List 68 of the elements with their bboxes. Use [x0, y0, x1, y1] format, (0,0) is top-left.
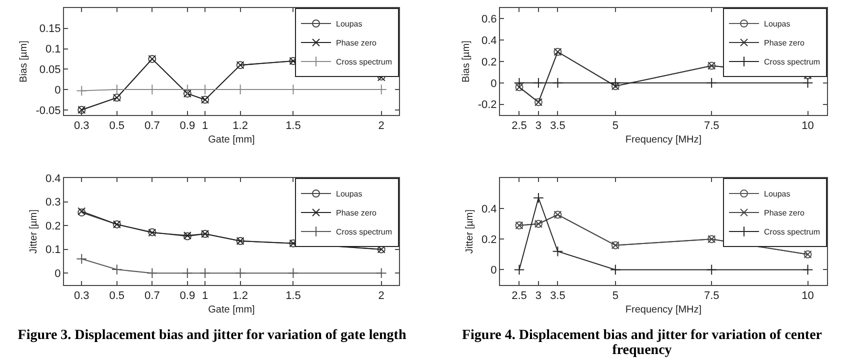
- x-tick-label: 7.5: [704, 120, 720, 132]
- x-tick-label: 3: [535, 120, 542, 132]
- x-axis-title: Gate [mm]: [208, 304, 256, 316]
- y-tick-label: 0.1: [46, 244, 61, 256]
- x-tick-label: 2: [378, 120, 384, 132]
- x-tick-label: 7.5: [704, 290, 720, 302]
- legend-label: Loupas: [336, 190, 362, 199]
- legend-label: Loupas: [336, 20, 362, 29]
- x-tick-label: 0.3: [74, 290, 90, 302]
- legend-label: Cross spectrum: [336, 58, 392, 67]
- caption: Figure 3. Displacement bias and jitter for variation of gate length: [16, 328, 408, 343]
- x-tick-label: 1.2: [232, 120, 248, 132]
- y-axis-title: Bias [µm]: [18, 40, 30, 82]
- x-tick-label: 10: [802, 120, 814, 132]
- legend-label: Loupas: [764, 20, 790, 29]
- x-tick-label: 2.5: [512, 290, 527, 302]
- x-tick-label: 10: [802, 290, 814, 302]
- legend-label: Cross spectrum: [764, 58, 820, 67]
- legend-label: Phase zero: [336, 208, 378, 218]
- x-tick-label: 0.7: [144, 120, 160, 132]
- x-axis-title: Gate [mm]: [208, 134, 256, 146]
- x-axis-title: Frequency [MHz]: [625, 304, 702, 316]
- legend-label: Phase zero: [764, 208, 806, 218]
- x-tick-label: 3: [535, 290, 542, 302]
- x-tick-label: 3.5: [550, 290, 566, 302]
- y-tick-label: 0: [54, 84, 61, 96]
- y-axis-title: Jitter [µm]: [28, 209, 40, 254]
- y-tick-label: -0.05: [36, 104, 61, 117]
- x-tick-label: 1.5: [286, 290, 301, 302]
- legend-label: Loupas: [764, 190, 790, 199]
- x-tick-label: 0.7: [144, 290, 160, 302]
- x-tick-label: 0.5: [109, 120, 125, 132]
- x-tick-label: 0.3: [74, 120, 90, 132]
- legend-label: Cross spectrum: [336, 228, 392, 237]
- y-tick-label: 0.4: [46, 172, 61, 185]
- y-tick-label: 0.2: [46, 220, 61, 232]
- legend-label: Cross spectrum: [764, 228, 820, 237]
- x-tick-label: 5: [612, 120, 618, 132]
- x-tick-label: 0.9: [180, 290, 196, 302]
- x-tick-label: 1.2: [232, 290, 248, 302]
- y-tick-label: 0: [490, 78, 497, 90]
- y-tick-label: 0.2: [482, 56, 497, 68]
- x-tick-label: 1.5: [286, 120, 301, 132]
- x-axis-title: Frequency [MHz]: [625, 134, 702, 146]
- y-tick-label: 0.4: [482, 34, 497, 47]
- y-axis-title: Bias [µm]: [460, 40, 472, 82]
- x-tick-label: 0.5: [109, 290, 125, 302]
- x-tick-label: 3.5: [550, 120, 566, 132]
- y-tick-label: 0.4: [482, 203, 497, 216]
- x-tick-label: 5: [612, 290, 618, 302]
- caption: Figure 4. Displacement bias and jitter for variation of center frequency: [460, 328, 824, 358]
- y-axis-title: Jitter [µm]: [464, 209, 476, 254]
- y-tick-label: 0.2: [482, 234, 497, 246]
- y-tick-label: -0.2: [478, 99, 497, 112]
- x-tick-label: 2.5: [512, 120, 527, 132]
- y-tick-label: 0: [490, 264, 497, 277]
- y-tick-label: 0.05: [39, 64, 61, 76]
- x-tick-label: 1: [202, 290, 208, 302]
- y-tick-label: 0.3: [46, 196, 61, 209]
- y-tick-label: 0: [54, 268, 61, 280]
- y-tick-label: 0.15: [39, 23, 61, 36]
- y-tick-label: 0.1: [46, 44, 61, 56]
- x-tick-label: 0.9: [180, 120, 196, 132]
- x-tick-label: 2: [378, 290, 384, 302]
- x-tick-label: 1: [202, 120, 208, 132]
- legend-label: Phase zero: [764, 38, 806, 48]
- legend-label: Phase zero: [336, 38, 378, 48]
- y-tick-label: 0.6: [482, 14, 497, 26]
